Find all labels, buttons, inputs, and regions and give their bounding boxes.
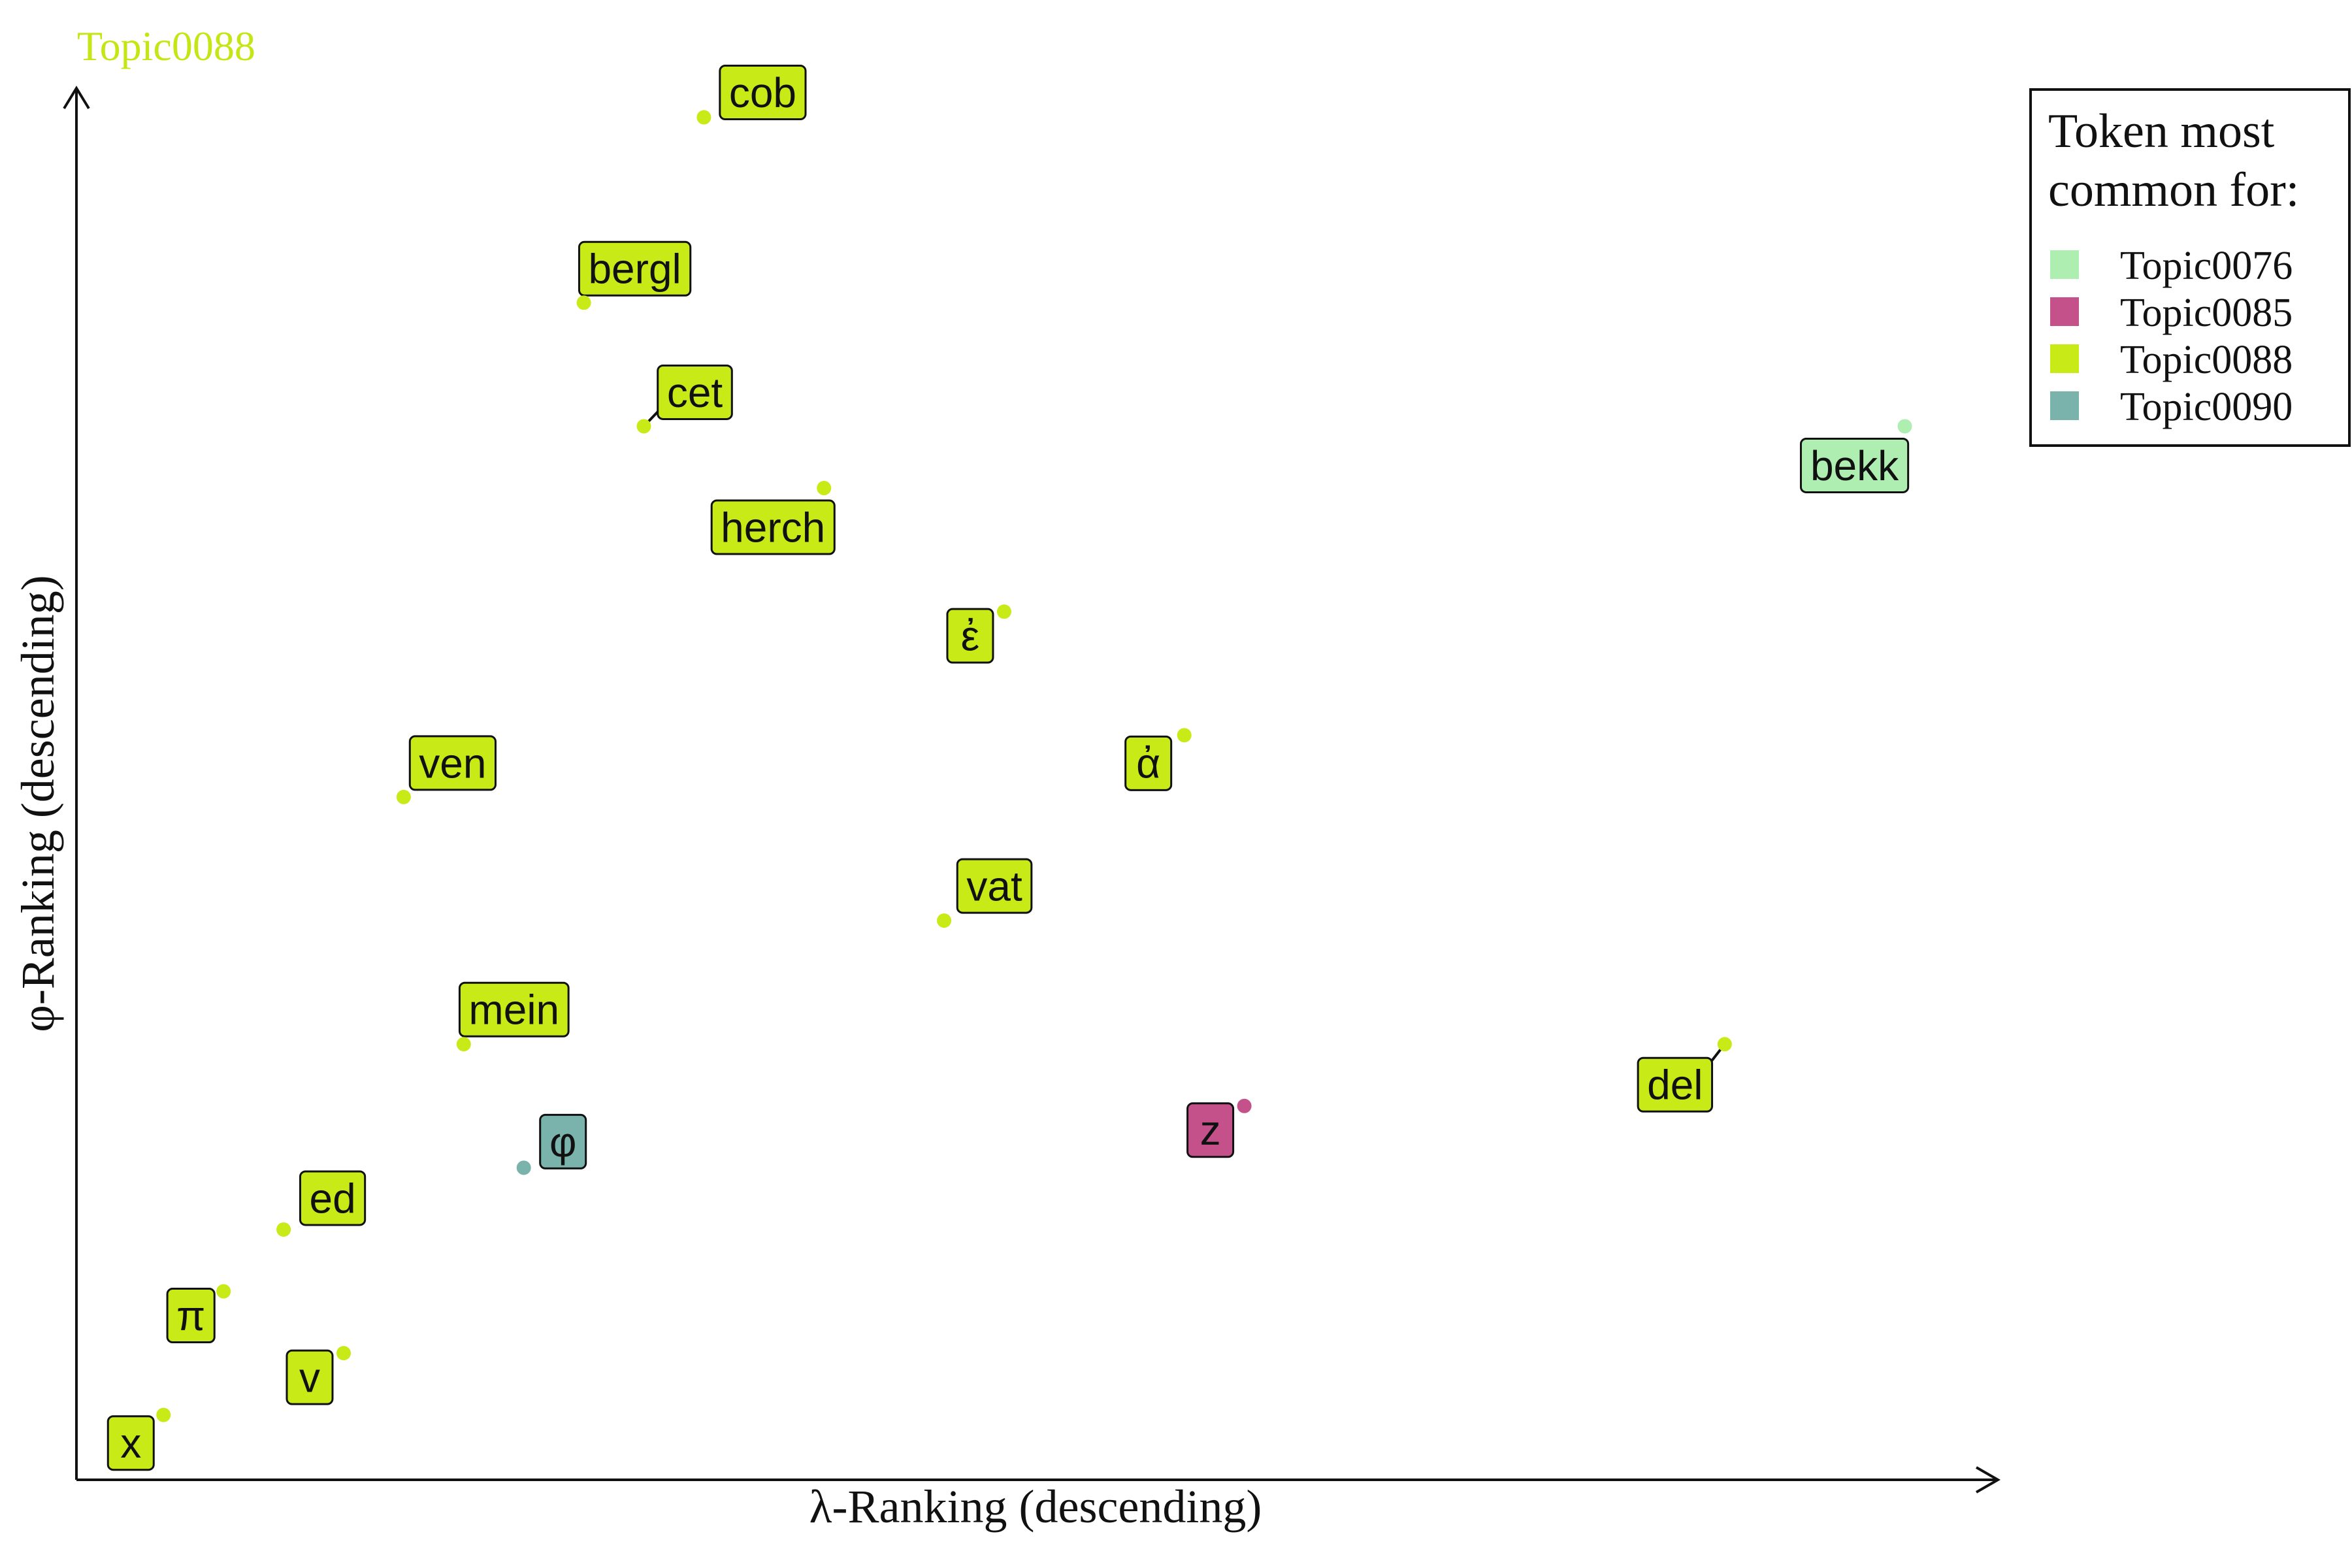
point-label: ἀ — [1136, 740, 1160, 787]
point-marker — [1717, 1037, 1732, 1052]
chart-title: Topic0088 — [77, 23, 255, 69]
point-label: bekk — [1810, 442, 1899, 489]
data-point-ven: ven — [396, 735, 497, 804]
legend-label: Topic0088 — [2120, 338, 2293, 382]
data-point-vat: vat — [937, 858, 1033, 928]
point-label-box — [578, 240, 692, 297]
point-label: ven — [419, 740, 486, 787]
point-label-box — [106, 1415, 155, 1471]
point-label-box — [1637, 1056, 1714, 1113]
legend-label: Topic0085 — [2120, 291, 2293, 335]
legend-entry: Topic0090 — [2050, 385, 2293, 429]
data-point-mein: mein — [456, 981, 570, 1052]
data-point-ed: ed — [276, 1170, 367, 1237]
data-point-ἀ: ἀ — [1124, 728, 1192, 791]
data-point-cet: cet — [636, 364, 733, 434]
point-label: cet — [667, 369, 723, 416]
points-layer: x π v ed φ mein ven vat ἀ ἐ herch cet bergl cob z del be… — [106, 65, 1912, 1471]
point-marker — [276, 1222, 291, 1237]
data-point-herch: herch — [710, 481, 836, 555]
point-label-box — [946, 608, 994, 664]
point-label-box — [1186, 1102, 1235, 1158]
point-label: bergl — [588, 246, 681, 293]
point-label: ἐ — [961, 613, 980, 660]
data-point-del: del — [1637, 1037, 1732, 1113]
point-marker — [156, 1407, 171, 1422]
legend-swatch — [2050, 391, 2079, 420]
point-label: cob — [729, 69, 796, 116]
legend-swatch — [2050, 250, 2079, 279]
point-label: π — [176, 1292, 205, 1339]
point-marker — [937, 913, 952, 928]
data-point-φ: φ — [516, 1113, 587, 1175]
point-label: z — [1200, 1107, 1221, 1154]
point-marker — [1237, 1098, 1252, 1113]
y-axis-arrowhead — [63, 86, 90, 110]
point-marker — [636, 419, 651, 434]
point-label-box — [408, 735, 497, 791]
point-marker — [996, 604, 1011, 619]
point-label: del — [1647, 1062, 1703, 1109]
y-axis-label: φ-Ranking (descending) — [12, 575, 64, 1032]
point-label-box — [1124, 735, 1173, 791]
data-point-ἐ: ἐ — [946, 604, 1011, 664]
data-point-bergl: bergl — [576, 240, 692, 310]
point-marker — [1177, 728, 1192, 743]
point-label-box — [1799, 437, 1910, 493]
point-label-box — [458, 981, 570, 1037]
data-point-z: z — [1186, 1098, 1252, 1158]
data-point-v: v — [286, 1346, 351, 1405]
point-label: v — [299, 1354, 320, 1401]
data-point-x: x — [106, 1407, 171, 1471]
legend-entry: Topic0088 — [2050, 338, 2293, 382]
legend-entry: Topic0076 — [2050, 244, 2293, 288]
legend: Token most common for: Topic0076Topic0085… — [2029, 88, 2351, 447]
point-marker — [516, 1160, 531, 1175]
point-label-box — [539, 1113, 587, 1169]
point-label-box — [166, 1288, 216, 1344]
point-marker — [396, 789, 411, 804]
data-point-bekk: bekk — [1799, 419, 1912, 493]
legend-box — [2029, 88, 2351, 447]
axes — [63, 86, 2001, 1494]
point-marker — [696, 110, 711, 125]
point-marker — [817, 481, 832, 496]
point-label: φ — [549, 1119, 577, 1166]
x-axis-arrowhead — [1976, 1466, 2001, 1494]
legend-entry: Topic0085 — [2050, 291, 2293, 335]
legend-label: Topic0076 — [2120, 244, 2293, 288]
legend-swatch — [2050, 297, 2079, 326]
point-label: vat — [966, 862, 1022, 909]
point-marker — [576, 295, 591, 310]
point-marker — [336, 1346, 351, 1361]
data-point-cob: cob — [696, 65, 807, 125]
point-label-box — [719, 65, 807, 121]
point-label-box — [710, 499, 836, 555]
legend-label: Topic0090 — [2120, 385, 2293, 429]
point-label: x — [120, 1420, 141, 1467]
point-marker — [1897, 419, 1912, 434]
point-label: herch — [721, 504, 825, 551]
point-label-box — [657, 364, 733, 420]
point-label-box — [286, 1349, 334, 1405]
legend-swatch — [2050, 344, 2079, 373]
data-point-π: π — [166, 1284, 231, 1344]
point-marker — [216, 1284, 231, 1299]
legend-title: Token most common for: — [2048, 105, 2299, 217]
point-label: ed — [309, 1175, 355, 1222]
point-label-box — [299, 1170, 367, 1226]
point-marker — [456, 1037, 471, 1052]
point-label-box — [956, 858, 1033, 914]
x-axis-label: λ-Ranking (descending) — [809, 1480, 1262, 1533]
point-label: mein — [468, 987, 559, 1034]
